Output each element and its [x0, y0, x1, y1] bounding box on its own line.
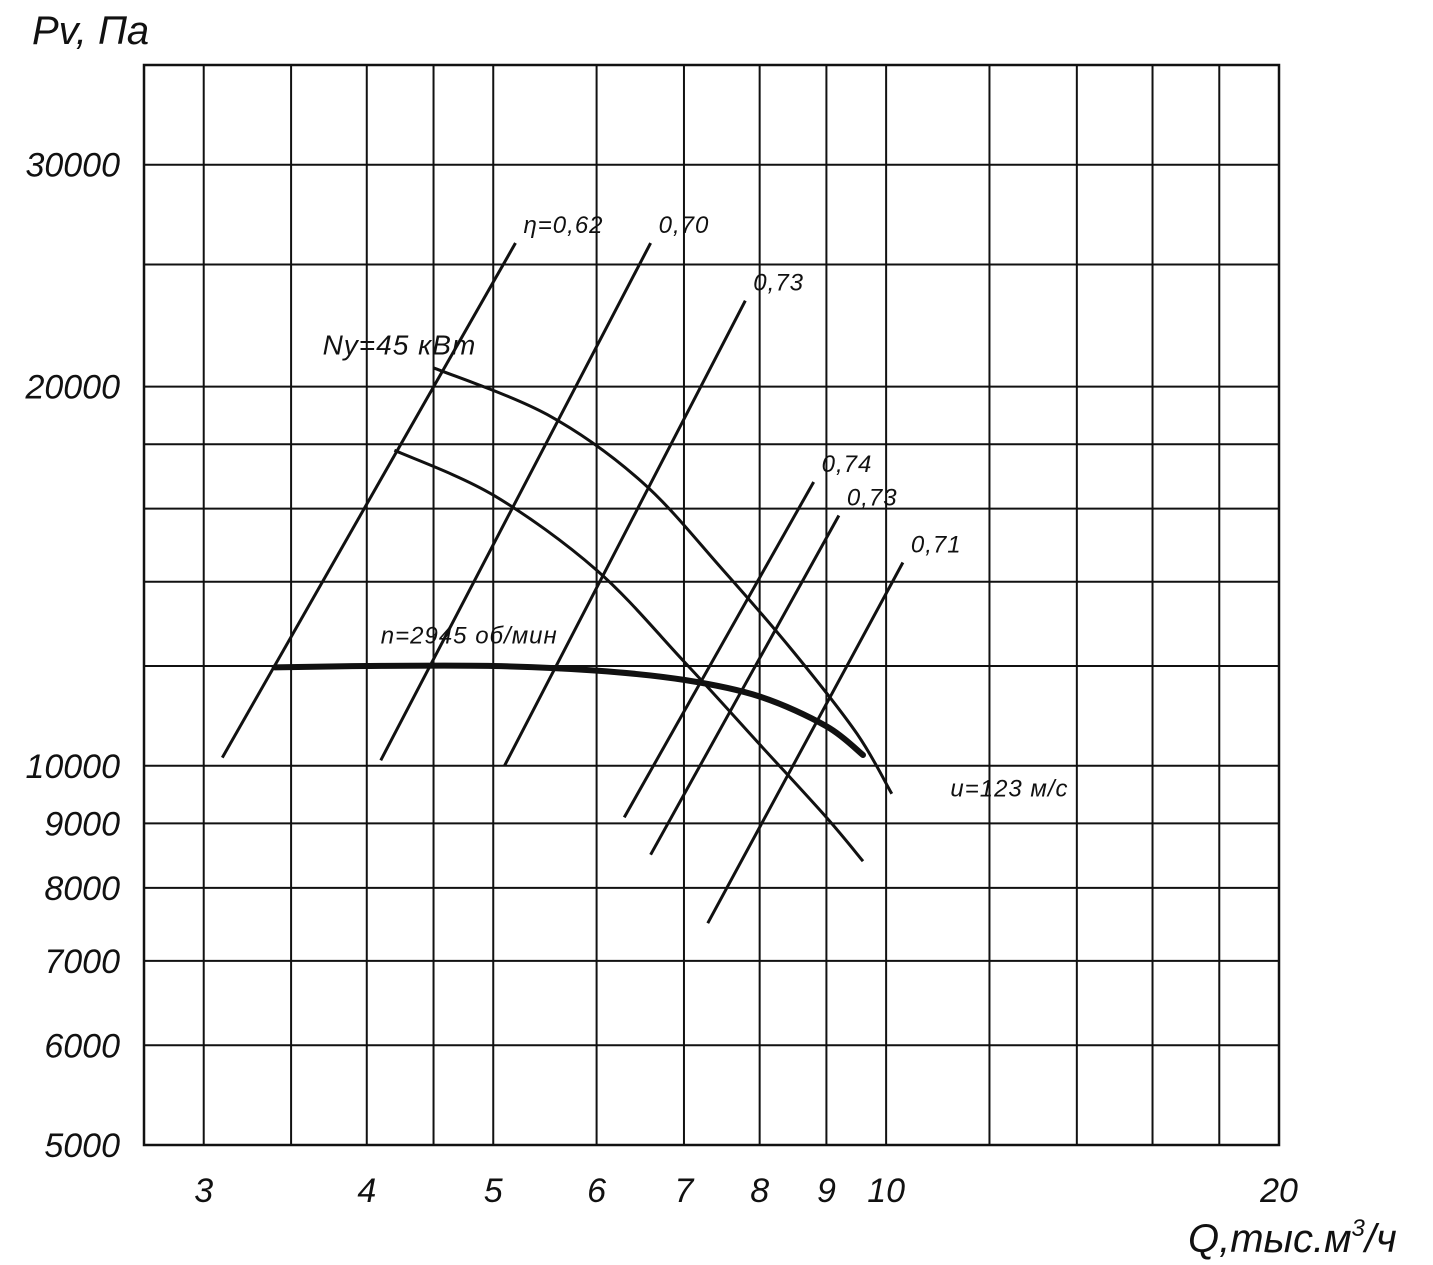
y-tick-label: 8000 — [44, 870, 120, 908]
efficiency-line — [503, 299, 747, 767]
x-tick-label: 10 — [867, 1172, 905, 1210]
power-curve — [432, 366, 894, 795]
y-tick-label: 9000 — [44, 805, 120, 843]
y-tick-label: 30000 — [25, 147, 120, 185]
y-tick-label: 7000 — [44, 943, 120, 981]
x-axis-title-tail: /ч — [1362, 1217, 1397, 1261]
curve-annotation: n=2945 об/мин — [381, 623, 558, 650]
x-tick-label: 3 — [194, 1172, 213, 1210]
y-tick-label: 20000 — [24, 369, 120, 407]
x-tick-label: 20 — [1259, 1172, 1298, 1210]
efficiency-line — [649, 514, 841, 856]
efficiency-label: 0,73 — [847, 485, 898, 512]
grid — [144, 65, 1280, 1146]
power-curves — [393, 366, 894, 863]
x-axis-title: Q,тыс.м3/ч — [1188, 1215, 1397, 1261]
plot-frame — [142, 63, 1281, 1147]
efficiency-label: 0,74 — [822, 451, 873, 478]
x-axis-title-sup: 3 — [1352, 1215, 1366, 1242]
efficiency-label: η=0,62 — [523, 212, 603, 239]
y-axis-title: Pv, Па — [32, 9, 149, 53]
curve-annotation: u=123 м/с — [950, 776, 1068, 803]
curve-annotation: Ny=45 кВт — [323, 330, 477, 361]
annotations: Ny=45 кВт n=2945 об/мин u=123 м/с — [323, 330, 1068, 803]
x-tick-label: 8 — [750, 1172, 769, 1210]
x-tick-label: 4 — [357, 1172, 376, 1210]
y-tick-label: 5000 — [44, 1127, 120, 1165]
efficiency-label: 0,73 — [753, 270, 804, 297]
y-tick-label: 10000 — [25, 748, 120, 786]
efficiency-lines: η=0,62 0,70 0,73 0,74 0,73 0,71 — [220, 212, 962, 924]
efficiency-line — [379, 242, 652, 762]
efficiency-line — [622, 481, 815, 819]
x-tick-label: 5 — [484, 1172, 503, 1210]
efficiency-label: 0,70 — [659, 212, 710, 239]
power-curve — [393, 448, 865, 863]
x-axis-title-main: Q,тыс.м — [1188, 1217, 1352, 1261]
efficiency-line — [706, 561, 905, 924]
pressure-curve — [271, 662, 866, 758]
x-tick-label: 6 — [587, 1172, 606, 1210]
efficiency-label: 0,71 — [911, 532, 962, 559]
x-tick-label: 9 — [817, 1172, 836, 1210]
efficiency-line — [220, 242, 517, 759]
pressure-curve-line — [271, 662, 866, 758]
y-tick-label: 6000 — [44, 1027, 120, 1065]
tick-labels: 3 4 5 6 7 8 9 10 20 5000 6000 7000 8000 9000 10000 2000… — [24, 147, 1298, 1210]
x-tick-label: 7 — [675, 1172, 695, 1210]
